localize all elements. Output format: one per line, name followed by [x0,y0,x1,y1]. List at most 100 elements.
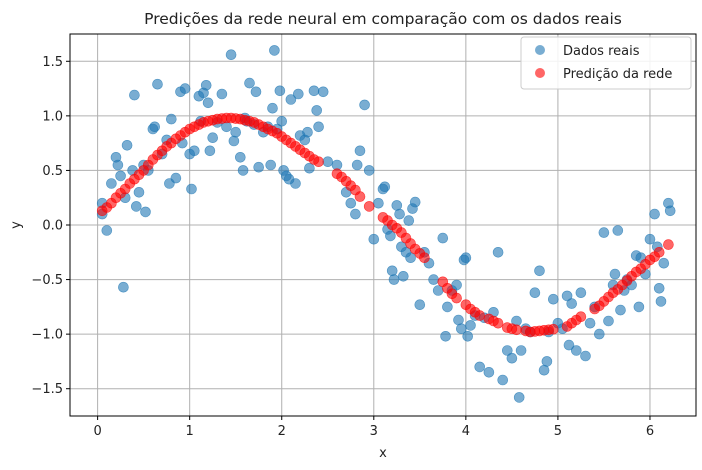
data-point-dados-reais [112,159,124,171]
data-point-dados-reais [216,88,228,100]
data-point-dados-reais [563,339,575,351]
grid [70,34,696,416]
data-point-predicao-da-rede [575,311,587,323]
data-point-dados-reais [483,366,495,378]
x-axis-ticks: 0 1 2 3 4 5 6 [93,416,654,439]
data-point-dados-reais [460,252,472,264]
y-tick-label: −1.0 [31,328,63,343]
data-point-dados-reais [385,230,396,242]
data-point-dados-reais [541,356,553,367]
data-point-dados-reais [115,170,126,182]
x-tick-label: 0 [93,424,101,439]
data-point-dados-reais [644,233,656,245]
data-point-dados-reais [403,215,415,226]
data-point-dados-reais [274,85,286,97]
y-tick-label: 1.5 [42,55,63,70]
data-point-dados-reais [492,247,504,258]
data-point-dados-reais [313,121,324,133]
data-point-dados-reais [118,281,129,293]
data-point-dados-reais [166,113,177,125]
data-point-dados-reais [575,287,587,299]
data-point-dados-reais [529,287,541,299]
data-point-dados-reais [250,86,262,98]
data-point-dados-reais [322,156,334,167]
data-point-dados-reais [311,105,323,116]
data-point-dados-reais [397,270,409,282]
data-point-predicao-da-rede [653,247,665,258]
data-point-dados-reais [345,197,357,209]
data-point-dados-reais [497,374,509,386]
x-tick-label: 3 [370,424,378,439]
data-point-dados-reais [131,201,142,212]
data-point-dados-reais [228,135,240,147]
data-point-dados-reais [603,315,614,327]
data-point-predicao-da-rede [511,324,522,336]
data-point-dados-reais [664,205,676,217]
data-point-dados-reais [308,85,320,97]
data-point-dados-reais [428,274,439,285]
chart-title: Predições da rede neural em comparação c… [144,10,622,28]
x-tick-label: 5 [554,424,562,439]
data-point-dados-reais [451,279,462,291]
data-point-dados-reais [570,345,582,356]
data-point-dados-reais [474,361,486,373]
data-point-dados-reais [149,121,160,133]
data-point-dados-reais [285,94,297,105]
data-point-dados-reais [580,350,591,362]
y-tick-label: −0.5 [31,273,63,288]
data-point-dados-reais [200,80,212,91]
data-point-dados-reais [304,162,315,174]
data-point-dados-reais [292,88,304,100]
data-point-dados-reais [655,296,667,307]
data-point-dados-reais [437,232,449,244]
legend-marker-dados-reais [535,45,545,55]
data-point-dados-reais [414,299,426,311]
data-point-dados-reais [379,181,391,193]
data-point-dados-reais [359,99,370,111]
data-point-dados-reais [440,330,451,342]
data-point-dados-reais [230,126,241,138]
x-tick-label: 1 [186,424,194,439]
y-tick-label: −1.5 [31,382,63,397]
data-point-dados-reais [386,265,398,277]
data-point-dados-reais [388,274,400,285]
data-point-dados-reais [609,268,621,280]
data-point-dados-reais [317,86,329,98]
data-point-dados-reais [363,165,375,176]
data-point-dados-reais [267,102,278,114]
data-point-dados-reais [207,132,218,143]
data-point-predicao-da-rede [547,323,559,335]
data-point-dados-reais [432,285,444,296]
data-point-predicao-da-rede [313,156,324,167]
data-point-dados-reais [501,345,513,356]
data-point-dados-reais [235,152,246,163]
data-point-dados-reais [276,116,288,127]
legend-label-predicao-da-rede: Predição da rede [563,67,672,82]
y-tick-label: 0.5 [42,164,63,179]
data-point-dados-reais [106,178,117,189]
y-tick-label: 1.0 [42,109,63,124]
data-point-dados-reais [405,252,416,264]
data-point-predicao-da-rede [474,310,486,321]
data-point-dados-reais [513,392,525,403]
data-point-dados-reais [409,196,421,208]
legend-box [520,36,692,90]
data-point-dados-reais [302,126,313,138]
data-point-predicao-da-rede [451,292,462,304]
data-point-dados-reais [179,83,191,94]
data-point-dados-reais [225,49,237,61]
data-point-dados-reais [140,206,151,218]
x-axis-label: x [379,446,387,461]
data-point-dados-reais [633,301,645,313]
data-point-dados-reais [566,298,578,309]
data-point-dados-reais [612,225,624,236]
data-point-dados-reais [170,172,182,184]
data-point-dados-reais [394,208,405,220]
data-point-dados-reais [186,183,197,195]
data-point-dados-reais [265,159,277,171]
data-point-dados-reais [368,233,380,245]
data-point-predicao-da-rede [663,239,674,250]
data-point-dados-reais [462,330,474,342]
data-point-predicao-da-rede [354,191,366,202]
data-point-dados-reais [373,197,384,209]
